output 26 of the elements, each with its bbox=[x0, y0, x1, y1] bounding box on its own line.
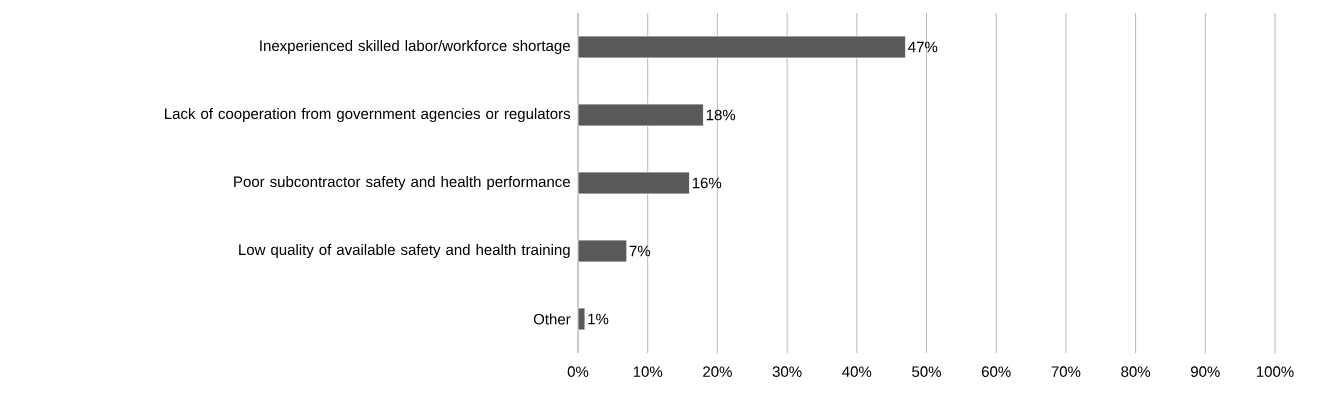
y-tick-label: Poor subcontractor safety and health performance bbox=[234, 176, 570, 190]
x-tick-label: 100% bbox=[1256, 366, 1294, 377]
x-tick-label: 50% bbox=[912, 366, 941, 377]
x-tick-label: 90% bbox=[1191, 366, 1220, 377]
x-tick-label: 30% bbox=[772, 366, 802, 377]
x-tick-label: 0% bbox=[567, 366, 589, 377]
x-tick-label: 40% bbox=[842, 366, 872, 377]
bar bbox=[577, 239, 628, 263]
x-tick-label: 80% bbox=[1121, 366, 1151, 377]
x-tick-label: 20% bbox=[703, 366, 732, 377]
data-label: 47% bbox=[908, 41, 938, 53]
data-label: 18% bbox=[706, 109, 736, 121]
y-tick-label: Other bbox=[533, 313, 571, 325]
data-label: 7% bbox=[629, 245, 651, 257]
y-tick-label: Inexperienced skilled labor/workforce shortage bbox=[260, 40, 570, 54]
bar bbox=[577, 35, 906, 59]
x-tick-label: 60% bbox=[981, 366, 1011, 377]
data-label: 16% bbox=[692, 177, 722, 189]
bar bbox=[577, 307, 586, 331]
data-label: 1% bbox=[588, 313, 609, 325]
x-tick-label: 10% bbox=[633, 366, 663, 377]
y-tick-label: Lack of cooperation from government agencies or regulators bbox=[165, 108, 571, 122]
bar bbox=[577, 171, 690, 195]
x-tick-label: 70% bbox=[1051, 366, 1081, 377]
y-tick-label: Low quality of available safety and health training bbox=[239, 244, 570, 258]
bar bbox=[577, 103, 704, 127]
